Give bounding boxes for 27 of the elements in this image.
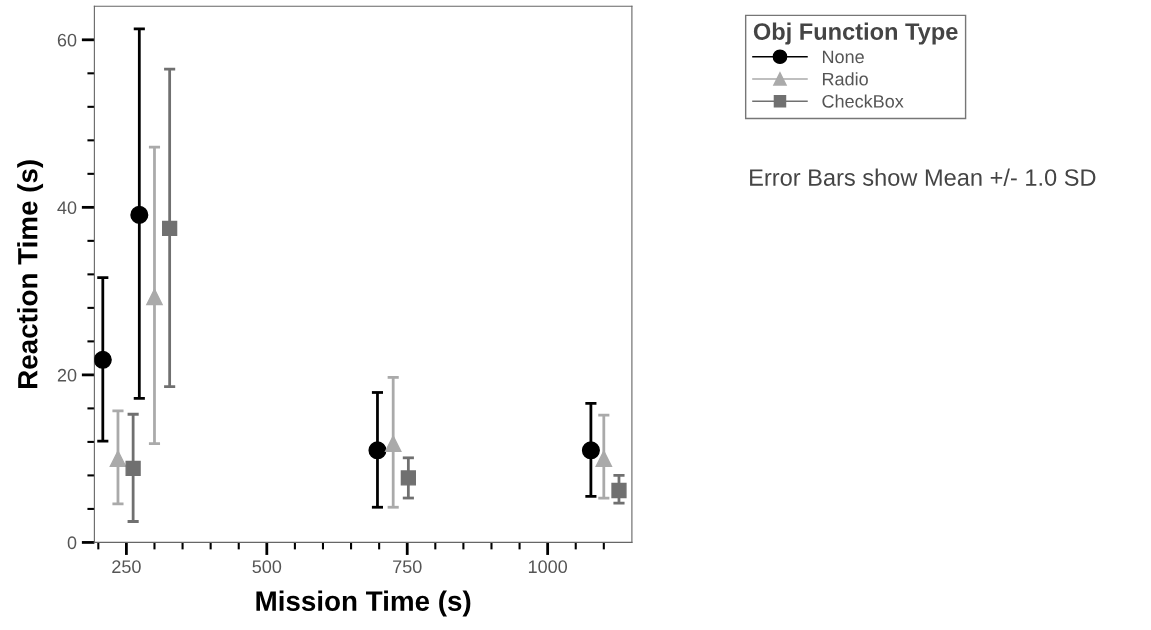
x-tick-label: 500 <box>252 560 282 574</box>
point <box>125 460 141 476</box>
point <box>368 441 387 460</box>
legend-label: CheckBox <box>822 94 904 108</box>
x-tick-label: 1000 <box>528 560 568 574</box>
x-axis-title: Mission Time (s) <box>256 590 471 617</box>
point <box>109 450 127 467</box>
point <box>146 288 163 306</box>
point <box>581 441 600 460</box>
point <box>595 450 613 467</box>
point <box>384 435 402 452</box>
text: Error Bars show Mean +/- 1.0 SD <box>750 168 1096 186</box>
y-tick-label: 40 <box>57 201 77 215</box>
legend-label: Radio <box>822 72 868 86</box>
legend-title: Obj Function Type <box>753 22 958 45</box>
y-tick-label: 20 <box>57 368 77 382</box>
point <box>162 220 178 236</box>
y-tick-label: 0 <box>67 536 77 550</box>
x-tick-label: 250 <box>112 560 141 574</box>
legend-label: None <box>822 50 864 64</box>
point <box>400 470 416 486</box>
point <box>94 350 112 369</box>
point <box>611 482 627 499</box>
y-axis-title: Reaction Time (s) <box>17 160 44 389</box>
y-tick-label: 60 <box>57 33 77 47</box>
point <box>130 205 149 224</box>
x-tick-label: 750 <box>393 560 422 574</box>
